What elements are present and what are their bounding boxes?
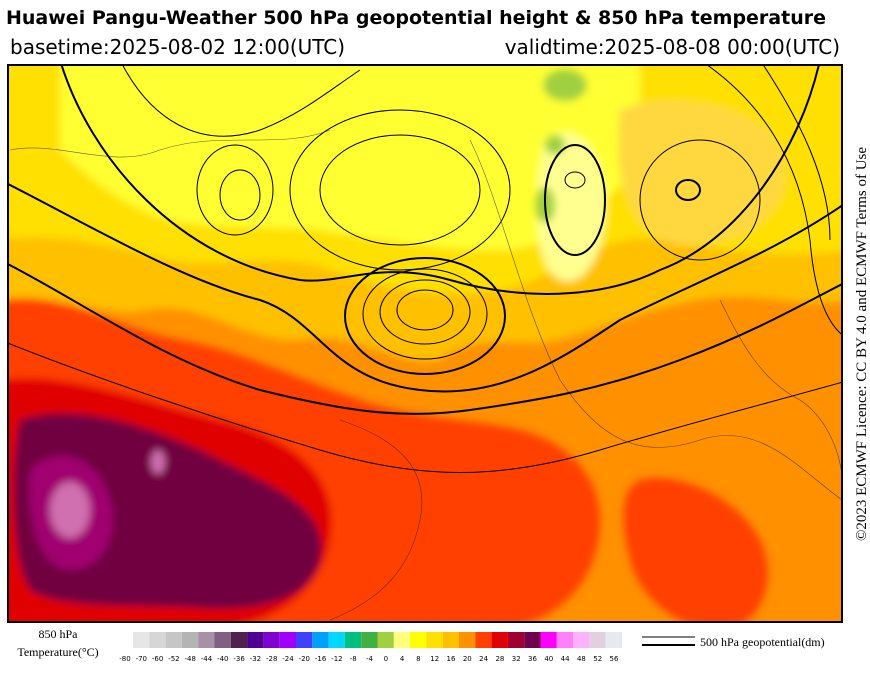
colorbar-title: Temperature(°C) [17, 645, 98, 659]
colorbar-tick-label: -40 [217, 655, 228, 663]
colorbar-tick-label: -16 [315, 655, 327, 663]
colorbar-tick-label: -4 [366, 655, 374, 663]
colorbar-tick-label: 52 [593, 655, 602, 663]
colorbar-tick-label: -32 [250, 655, 261, 663]
colorbar-swatch [230, 632, 248, 648]
colorbar-tick-label: -60 [152, 655, 163, 663]
colorbar-tick-label: -28 [266, 655, 277, 663]
license: ©2023 ECMWF Licence: CC BY 4.0 and ECMWF… [854, 147, 870, 541]
colorbar-swatch [328, 632, 345, 648]
contour-legend: 500 hPa geopotential(dm) [700, 635, 825, 649]
map [8, 65, 842, 622]
colorbar-swatch [605, 632, 622, 648]
colorbar-swatch [247, 632, 264, 648]
colorbar-swatch [426, 632, 443, 648]
colorbar-swatch [198, 632, 215, 648]
colorbar-tick-label: 16 [447, 655, 456, 663]
colorbar-swatch [361, 632, 378, 648]
colorbar-tick-label: 12 [430, 655, 439, 663]
colorbar-swatch [181, 632, 199, 648]
colorbar-swatch [263, 632, 280, 648]
colorbar-tick-label: 28 [495, 655, 504, 663]
colorbar-tick-label: 56 [610, 655, 619, 663]
colorbar-swatch [165, 632, 182, 648]
colorbar-swatch [442, 632, 459, 648]
colorbar-tick-label: 44 [561, 655, 570, 663]
colorbar-swatch [149, 632, 166, 648]
colorbar-swatch [491, 632, 508, 648]
title: Huawei Pangu-Weather 500 hPa geopotentia… [6, 7, 826, 29]
map-frame [7, 64, 843, 623]
colorbar-swatch [312, 632, 329, 648]
colorbar-tick-label: 8 [416, 655, 420, 663]
colorbar-swatch [410, 632, 427, 648]
colorbar-swatch [459, 632, 476, 648]
validtime: validtime:2025-08-08 00:00(UTC) [505, 35, 840, 59]
colorbar-tick-label: -52 [168, 655, 179, 663]
colorbar-swatch [133, 632, 150, 648]
colorbar-tick-label: -70 [136, 655, 147, 663]
colorbar-tick-label: 40 [544, 655, 553, 663]
colorbar-tick-label: -44 [201, 655, 213, 663]
colorbar-tick-label: -8 [350, 655, 357, 663]
colorbar-tick-label: 24 [479, 655, 488, 663]
colorbar-tick-label: -20 [299, 655, 310, 663]
colorbar-tick-label: 0 [384, 655, 388, 663]
colorbar-tick-label: 4 [400, 655, 405, 663]
colorbar-swatch [344, 632, 362, 648]
colorbar-swatch [507, 632, 525, 648]
colorbar-swatch [475, 632, 492, 648]
colorbar-tick-label: 20 [463, 655, 472, 663]
colorbar-tick-label: -80 [119, 655, 130, 663]
colorbar: -80 -70 -60 -52 -48 -44 -40 -36 -32 -28 -24 -20 -16-… [119, 632, 622, 663]
colorbar-tick-label: -24 [282, 655, 294, 663]
colorbar-tick-label: 48 [577, 655, 586, 663]
colorbar-swatch [214, 632, 231, 648]
colorbar-swatch [377, 632, 394, 648]
colorbar-tick-label: 36 [528, 655, 537, 663]
colorbar-swatch [540, 632, 557, 648]
basetime: basetime:2025-08-02 12:00(UTC) [10, 35, 345, 59]
colorbar-tick-label: -48 [184, 655, 195, 663]
colorbar-tick-label: -36 [233, 655, 245, 663]
colorbar-tick-label: -12 [331, 655, 342, 663]
colorbar-swatch [279, 632, 296, 648]
colorbar-tick-label: 32 [512, 655, 521, 663]
colorbar-swatch [556, 632, 574, 648]
colorbar-swatch [589, 632, 606, 648]
colorbar-swatch [393, 632, 411, 648]
colorbar-title: 850 hPa [39, 627, 79, 641]
colorbar-swatch [296, 632, 313, 648]
colorbar-swatch [573, 632, 590, 648]
colorbar-swatch [524, 632, 541, 648]
